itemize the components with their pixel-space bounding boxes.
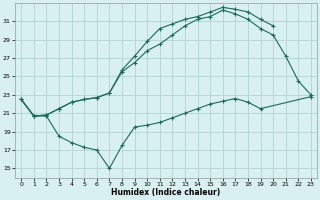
X-axis label: Humidex (Indice chaleur): Humidex (Indice chaleur) — [111, 188, 221, 197]
